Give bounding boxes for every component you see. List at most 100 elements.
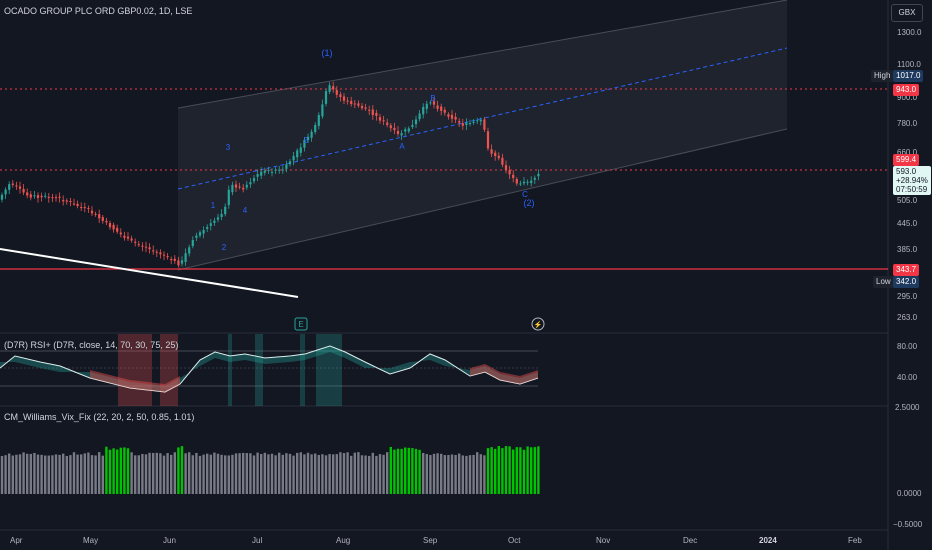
candle-body: [206, 227, 209, 229]
vix-bar: [195, 452, 198, 494]
candle-body: [404, 129, 407, 132]
vix-bar: [389, 446, 392, 494]
price-tick: 263.0: [897, 313, 918, 322]
candle-body: [504, 165, 508, 171]
candle-body: [231, 184, 234, 193]
candle-body: [278, 169, 281, 171]
candle-body: [486, 131, 490, 149]
candle-body: [220, 213, 223, 218]
candle-body: [234, 184, 238, 188]
channel-lower-line[interactable]: [177, 128, 788, 271]
subwave-label-2: 2: [222, 243, 227, 252]
candle-body: [288, 161, 292, 165]
vix-bar: [400, 448, 403, 494]
candle-body: [447, 114, 450, 117]
candle-body: [126, 236, 130, 239]
vix-bar: [245, 453, 248, 494]
vix-bar: [15, 454, 18, 494]
trendline[interactable]: [0, 248, 299, 298]
vix-bar: [497, 446, 500, 494]
channel-median-line[interactable]: [177, 47, 788, 190]
candle-body: [335, 90, 338, 95]
candle-body: [418, 113, 421, 120]
vix-bar: [134, 455, 137, 494]
vix-bar: [530, 447, 533, 494]
candle-body: [303, 139, 306, 148]
candle-body: [346, 100, 349, 102]
vix-bar: [458, 453, 461, 494]
last-price-value: 593.0: [896, 167, 917, 176]
vix-bar: [83, 453, 86, 494]
vix-bar: [72, 452, 76, 494]
candle-body: [134, 241, 137, 243]
candle-body: [98, 214, 101, 219]
candle-body: [440, 106, 443, 111]
vix-bar: [141, 453, 144, 494]
candle-body: [267, 169, 270, 171]
high-value-badge: 1017.0: [893, 70, 924, 82]
vix-bar: [533, 447, 536, 494]
vix-bar: [296, 452, 299, 494]
candle-body: [533, 177, 536, 180]
candle-body: [238, 186, 241, 188]
candle-body: [0, 194, 4, 200]
currency-selector[interactable]: GBX: [891, 4, 923, 22]
vix-bar: [292, 455, 295, 494]
rsi-bear-fill: [470, 364, 485, 376]
candle-body: [227, 189, 230, 205]
candle-body: [296, 150, 299, 158]
subwave-label-5: 5: [304, 136, 309, 145]
candle-body: [299, 147, 302, 153]
candle-body: [72, 203, 76, 205]
candle-body: [432, 101, 436, 105]
support-343-badge: 343.7: [893, 264, 920, 276]
vix-indicator-title[interactable]: CM_Williams_Vix_Fix (22, 20, 2, 50, 0.85…: [4, 412, 195, 422]
vix-bar: [90, 455, 94, 494]
vix-bar: [202, 454, 205, 494]
candle-body: [339, 94, 342, 98]
vix-bar: [51, 455, 54, 494]
candle-body: [364, 107, 367, 109]
candle-body: [450, 114, 454, 119]
vix-tick-neg: −0.5000: [893, 520, 923, 529]
rsi-pane[interactable]: [0, 334, 539, 406]
last-price-change: +28.94%: [896, 176, 928, 185]
candle-body: [260, 171, 263, 176]
vix-pane[interactable]: [0, 446, 540, 494]
price-axis[interactable]: 1300.0 1100.0 900.0 780.0 660.0 505.0 445.0 385…: [897, 28, 922, 322]
candle-body: [144, 246, 148, 248]
candle-body: [353, 103, 356, 105]
symbol-title[interactable]: OCADO GROUP PLC ORD GBP0.02, 1D, LSE: [4, 6, 193, 16]
candle-body: [425, 103, 428, 109]
time-tick-dec: Dec: [683, 536, 697, 545]
regression-channel[interactable]: [178, 0, 787, 270]
price-tick: 385.0: [897, 245, 918, 254]
candle-body: [58, 196, 61, 198]
vix-bar: [256, 452, 259, 494]
rsi-indicator-title[interactable]: (D7R) RSI+ (D7R, close, 14, 70, 30, 75, …: [4, 340, 179, 350]
time-tick-nov: Nov: [596, 536, 610, 545]
vix-bar: [281, 454, 284, 494]
candle-body: [530, 180, 533, 184]
candles-group[interactable]: [0, 81, 540, 268]
vix-bar: [76, 454, 79, 494]
candle-body: [119, 232, 122, 235]
candle-body: [263, 170, 266, 173]
vix-bar: [213, 452, 216, 494]
vix-bar: [162, 455, 166, 494]
time-tick-aug: Aug: [336, 536, 350, 545]
wave-label-1: (1): [322, 48, 333, 58]
candle-body: [270, 171, 274, 173]
dividend-marker-icon[interactable]: [531, 317, 545, 331]
vix-bar: [450, 454, 454, 494]
candle-body: [94, 213, 97, 215]
candle-body: [414, 119, 418, 125]
channel-upper-line[interactable]: [177, 0, 788, 109]
rsi-bear-fill: [90, 370, 130, 388]
rsi-zone-highlight: [228, 334, 232, 406]
candle-body: [137, 244, 140, 246]
vix-bar: [346, 452, 349, 494]
earnings-marker-icon[interactable]: [294, 317, 308, 331]
time-axis[interactable]: Apr May Jun Jul Aug Sep Oct Nov Dec 2024…: [10, 536, 862, 545]
